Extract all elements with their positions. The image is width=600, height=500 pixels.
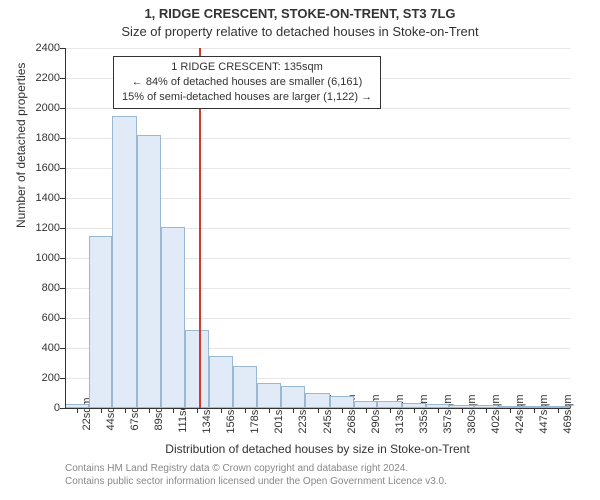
annotation-box: 1 RIDGE CRESCENT: 135sqm← 84% of detache… <box>113 56 381 109</box>
footer-line2: Contains public sector information licen… <box>65 475 570 488</box>
x-axis-line <box>65 408 570 409</box>
y-tick-label: 1000 <box>10 252 60 264</box>
chart-footer: Contains HM Land Registry data © Crown c… <box>65 462 570 488</box>
histogram-bar <box>137 135 161 408</box>
y-tick-label: 1600 <box>10 162 60 174</box>
annotation-line3: 15% of semi-detached houses are larger (… <box>122 90 372 105</box>
histogram-bar <box>354 401 378 409</box>
histogram-bar <box>233 366 257 408</box>
y-tick-label: 2200 <box>10 72 60 84</box>
histogram-bar <box>330 396 354 408</box>
chart-title-line2: Size of property relative to detached ho… <box>0 24 600 39</box>
plot-area: 1 RIDGE CRESCENT: 135sqm← 84% of detache… <box>65 48 570 408</box>
histogram-bar <box>209 356 233 409</box>
histogram-bar <box>305 393 330 408</box>
y-axis-line <box>65 48 66 408</box>
y-tick-label: 1200 <box>10 222 60 234</box>
histogram-bar <box>257 383 282 409</box>
histogram-bar <box>89 236 113 409</box>
y-tick-label: 600 <box>10 312 60 324</box>
gridline <box>65 48 570 49</box>
annotation-line2: ← 84% of detached houses are smaller (6,… <box>122 75 372 90</box>
y-tick-label: 2000 <box>10 102 60 114</box>
histogram-bar <box>185 330 210 408</box>
y-tick-label: 200 <box>10 372 60 384</box>
y-tick-label: 1400 <box>10 192 60 204</box>
histogram-bar <box>377 401 402 409</box>
y-tick-label: 0 <box>10 402 60 414</box>
y-tick-label: 1800 <box>10 132 60 144</box>
footer-line1: Contains HM Land Registry data © Crown c… <box>65 462 570 475</box>
histogram-bar <box>281 386 305 409</box>
chart-title-line1: 1, RIDGE CRESCENT, STOKE-ON-TRENT, ST3 7… <box>0 6 600 21</box>
x-axis-label: Distribution of detached houses by size … <box>65 442 570 456</box>
histogram-bar <box>161 227 185 409</box>
chart-container: 1, RIDGE CRESCENT, STOKE-ON-TRENT, ST3 7… <box>0 0 600 500</box>
y-tick-label: 400 <box>10 342 60 354</box>
y-tick-label: 2400 <box>10 42 60 54</box>
y-tick-label: 800 <box>10 282 60 294</box>
histogram-bar <box>112 116 137 409</box>
annotation-line1: 1 RIDGE CRESCENT: 135sqm <box>122 60 372 75</box>
